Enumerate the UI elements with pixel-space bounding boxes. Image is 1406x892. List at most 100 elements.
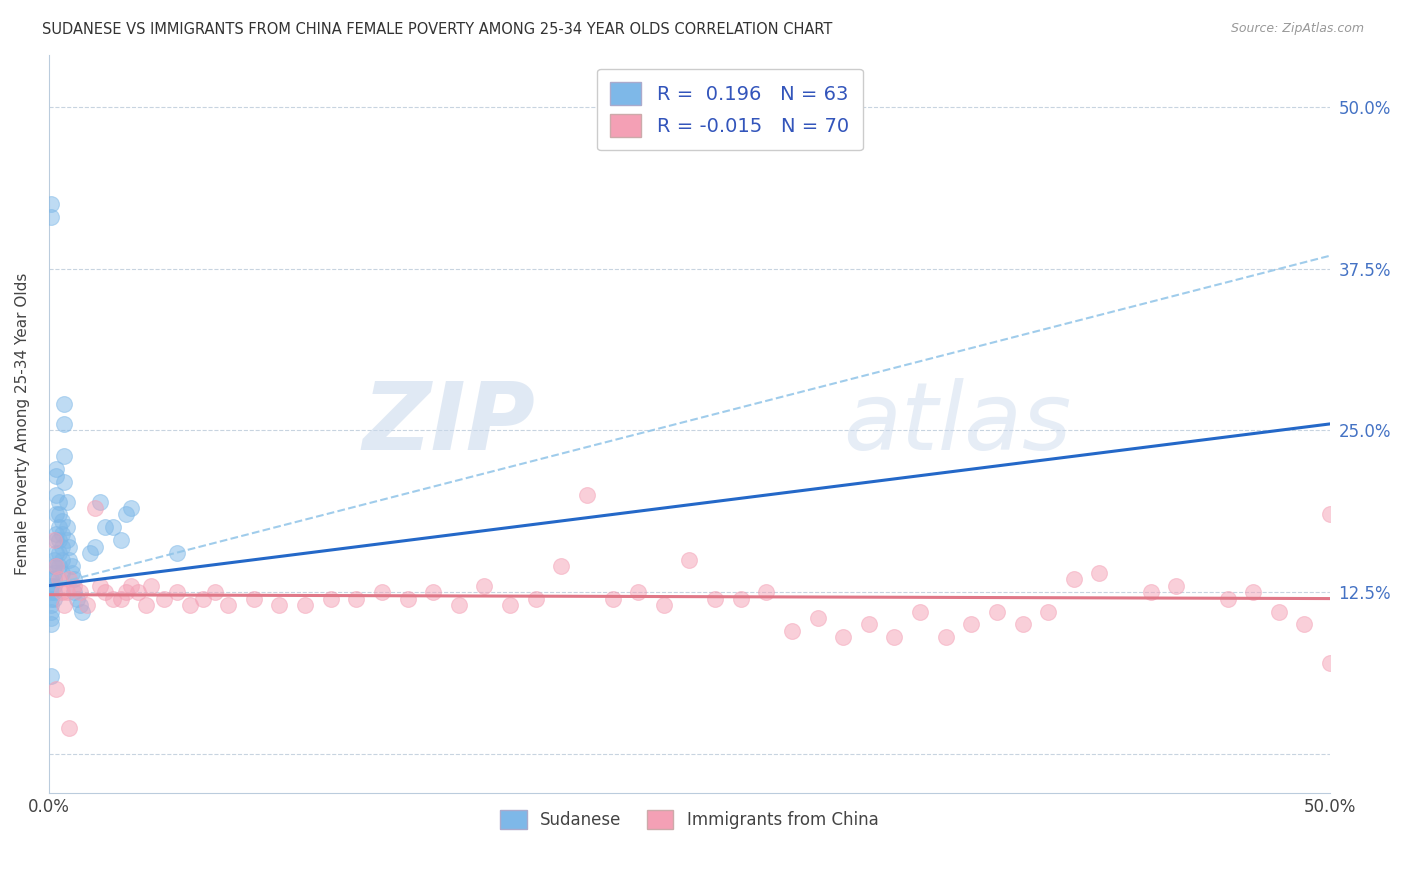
Point: [550, 559, 572, 574]
Point: [53, 475, 76, 489]
Point: [120, 501, 142, 516]
Point: [883, 631, 905, 645]
Y-axis label: Female Poverty Among 25-34 Year Olds: Female Poverty Among 25-34 Year Olds: [15, 273, 30, 575]
Point: [319, 591, 342, 606]
Point: [53, 449, 76, 463]
Point: [53, 397, 76, 411]
Point: [344, 591, 367, 606]
Point: [39, 598, 62, 612]
Point: [39, 572, 62, 586]
Point: [51, 585, 73, 599]
Point: [53, 417, 76, 431]
Point: [730, 591, 752, 606]
Point: [269, 598, 291, 612]
Text: SUDANESE VS IMMIGRANTS FROM CHINA FEMALE POVERTY AMONG 25-34 YEAR OLDS CORRELATI: SUDANESE VS IMMIGRANTS FROM CHINA FEMALE…: [42, 22, 832, 37]
Point: [110, 533, 132, 548]
Point: [371, 585, 394, 599]
Point: [48, 572, 70, 586]
Point: [447, 598, 470, 612]
Legend: Sudanese, Immigrants from China: Sudanese, Immigrants from China: [494, 804, 886, 836]
Point: [396, 591, 419, 606]
Point: [55, 520, 77, 534]
Point: [83, 501, 105, 516]
Point: [45, 508, 67, 522]
Point: [166, 585, 188, 599]
Point: [1319, 508, 1341, 522]
Point: [42, 533, 65, 548]
Point: [94, 520, 117, 534]
Point: [294, 598, 316, 612]
Point: [1036, 605, 1059, 619]
Point: [60, 559, 83, 574]
Point: [986, 605, 1008, 619]
Point: [70, 605, 93, 619]
Point: [89, 494, 111, 508]
Point: [58, 721, 80, 735]
Text: Source: ZipAtlas.com: Source: ZipAtlas.com: [1230, 22, 1364, 36]
Point: [191, 591, 214, 606]
Point: [58, 572, 80, 586]
Point: [422, 585, 444, 599]
Point: [127, 585, 149, 599]
Point: [39, 669, 62, 683]
Point: [53, 598, 76, 612]
Point: [39, 197, 62, 211]
Point: [45, 559, 67, 574]
Point: [42, 572, 65, 586]
Point: [66, 591, 89, 606]
Point: [48, 520, 70, 534]
Point: [858, 617, 880, 632]
Point: [960, 617, 983, 632]
Point: [1294, 617, 1316, 632]
Point: [602, 591, 624, 606]
Point: [48, 508, 70, 522]
Point: [575, 488, 598, 502]
Point: [39, 605, 62, 619]
Point: [58, 553, 80, 567]
Point: [179, 598, 201, 612]
Point: [48, 559, 70, 574]
Point: [1216, 591, 1239, 606]
Point: [42, 585, 65, 599]
Point: [42, 553, 65, 567]
Point: [1166, 579, 1188, 593]
Point: [1319, 657, 1341, 671]
Point: [1139, 585, 1161, 599]
Point: [678, 553, 700, 567]
Point: [114, 585, 136, 599]
Point: [652, 598, 675, 612]
Point: [153, 591, 176, 606]
Point: [63, 572, 86, 586]
Point: [204, 585, 226, 599]
Point: [45, 488, 67, 502]
Point: [217, 598, 239, 612]
Point: [69, 598, 91, 612]
Point: [63, 585, 86, 599]
Point: [242, 591, 264, 606]
Point: [79, 546, 101, 560]
Point: [94, 585, 117, 599]
Point: [89, 579, 111, 593]
Point: [45, 682, 67, 697]
Point: [755, 585, 778, 599]
Point: [51, 566, 73, 580]
Point: [83, 540, 105, 554]
Point: [1011, 617, 1033, 632]
Point: [101, 520, 124, 534]
Point: [101, 591, 124, 606]
Point: [832, 631, 855, 645]
Point: [48, 533, 70, 548]
Point: [39, 617, 62, 632]
Point: [58, 540, 80, 554]
Point: [55, 494, 77, 508]
Point: [39, 585, 62, 599]
Point: [110, 591, 132, 606]
Point: [51, 514, 73, 528]
Point: [42, 591, 65, 606]
Point: [499, 598, 522, 612]
Point: [48, 494, 70, 508]
Point: [55, 585, 77, 599]
Point: [39, 591, 62, 606]
Point: [63, 579, 86, 593]
Point: [120, 579, 142, 593]
